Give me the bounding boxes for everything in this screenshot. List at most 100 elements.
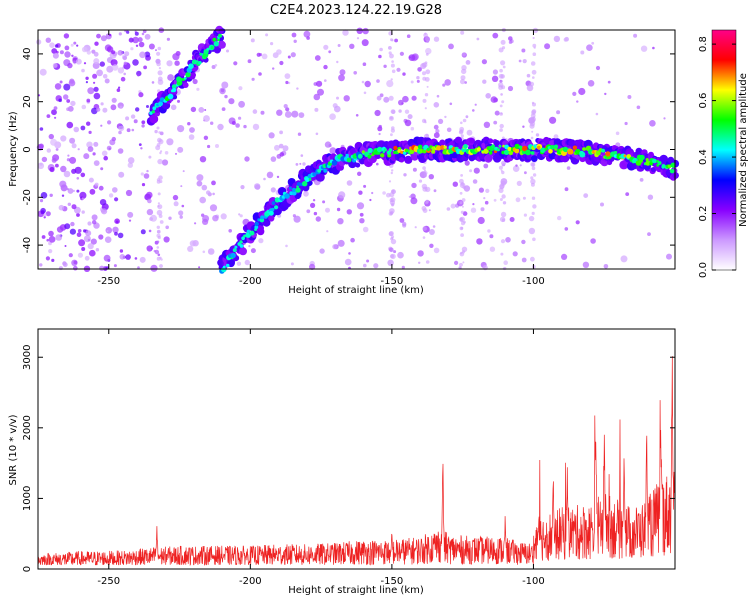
track-core (443, 145, 447, 149)
noise-speckle (383, 96, 390, 103)
noise-speckle (178, 210, 184, 216)
noise-speckle (300, 154, 304, 157)
noise-speckle (248, 245, 251, 248)
noise-speckle (338, 191, 346, 199)
noise-speckle (38, 143, 44, 149)
noise-speckle (390, 253, 396, 260)
noise-speckle (499, 198, 503, 201)
noise-speckle (106, 230, 109, 232)
noise-speckle (376, 79, 380, 83)
noise-speckle (666, 253, 672, 260)
noise-speckle (63, 170, 71, 178)
noise-speckle (647, 194, 654, 200)
noise-speckle (477, 216, 485, 225)
noise-speckle (461, 205, 464, 208)
noise-speckle (460, 233, 464, 238)
noise-speckle (399, 218, 405, 223)
noise-speckle (139, 256, 146, 263)
noise-speckle (624, 121, 628, 126)
noise-speckle (254, 183, 261, 190)
noise-speckle (411, 95, 417, 101)
noise-speckle (348, 252, 351, 255)
noise-speckle (424, 107, 427, 110)
noise-speckle (399, 51, 404, 56)
noise-speckle (388, 231, 394, 236)
noise-speckle (207, 144, 211, 149)
noise-speckle (278, 143, 284, 149)
noise-speckle (211, 180, 216, 186)
track-core (626, 154, 632, 159)
noise-speckle (469, 169, 473, 173)
noise-speckle (397, 251, 404, 259)
noise-speckle (450, 203, 456, 209)
noise-speckle (414, 226, 417, 229)
noise-speckle (103, 254, 111, 262)
noise-speckle (148, 43, 155, 50)
noise-speckle (75, 58, 82, 65)
noise-speckle (93, 141, 99, 147)
noise-speckle (356, 27, 363, 34)
noise-speckle (247, 59, 252, 64)
noise-speckle (243, 124, 247, 129)
noise-speckle (199, 196, 206, 204)
track-core (246, 229, 251, 233)
track-core (367, 154, 372, 159)
track-core (249, 230, 255, 236)
noise-speckle (157, 89, 161, 93)
noise-speckle (99, 199, 107, 206)
noise-speckle (501, 100, 505, 104)
noise-speckle (159, 256, 162, 259)
track-core (210, 46, 214, 50)
noise-speckle (40, 210, 45, 215)
noise-speckle (363, 91, 367, 95)
noise-speckle (297, 132, 302, 136)
noise-speckle (408, 195, 411, 198)
noise-speckle (81, 68, 85, 73)
noise-speckle (177, 125, 185, 133)
noise-speckle (465, 115, 469, 119)
noise-speckle (112, 64, 119, 71)
track-core (305, 177, 310, 183)
noise-speckle (310, 202, 316, 208)
noise-speckle (428, 229, 435, 235)
noise-speckle (69, 156, 77, 164)
noise-speckle (500, 211, 507, 218)
noise-speckle (462, 185, 467, 190)
spectrogram-y-ticks: -40 -20 0 20 40 (22, 48, 675, 253)
track-halo (478, 152, 486, 160)
noise-speckle (459, 129, 464, 134)
noise-speckle (336, 60, 339, 64)
noise-speckle (344, 258, 352, 266)
noise-speckle (499, 184, 505, 190)
noise-speckle (296, 87, 299, 90)
snr-y-ticks: 0 1000 2000 3000 (22, 345, 675, 572)
noise-speckle (51, 258, 55, 262)
noise-speckle (459, 226, 464, 231)
noise-speckle (156, 61, 159, 63)
noise-speckle (500, 80, 503, 83)
noise-speckle (329, 147, 337, 155)
noise-speckle (59, 180, 67, 188)
noise-speckle (293, 215, 301, 223)
noise-speckle (459, 262, 463, 267)
track-halo (648, 151, 654, 158)
noise-speckle (202, 218, 209, 225)
noise-speckle (325, 207, 330, 213)
noise-speckle (563, 37, 568, 42)
noise-speckle (77, 148, 80, 151)
noise-speckle (425, 69, 431, 75)
noise-speckle (140, 147, 143, 150)
track-core (376, 146, 383, 153)
noise-speckle (55, 163, 59, 168)
noise-speckle (187, 122, 191, 126)
noise-speckle (276, 109, 283, 116)
noise-speckle (123, 61, 128, 65)
track-halo (553, 138, 562, 146)
track-core (357, 153, 363, 159)
noise-speckle (133, 119, 138, 124)
noise-speckle (356, 202, 365, 210)
noise-speckle (106, 145, 112, 151)
noise-speckle (144, 33, 151, 40)
noise-speckle (112, 187, 118, 193)
